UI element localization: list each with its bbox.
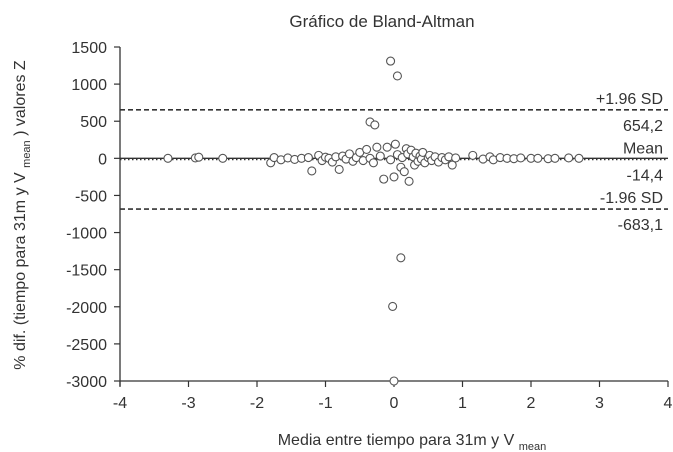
data-point [372, 142, 382, 152]
y-tick-label: 1500 [71, 40, 107, 57]
x-tick-label: 0 [390, 395, 399, 412]
data-point [389, 376, 399, 386]
data-point [404, 176, 414, 186]
data-point [344, 149, 355, 159]
y-tick-label: -3000 [66, 374, 107, 391]
data-point [382, 142, 392, 152]
data-point [163, 153, 173, 163]
x-tick-label: 4 [664, 395, 673, 412]
lower-line-value: -683,1 [618, 217, 663, 234]
data-point [399, 167, 409, 177]
y-tick-label: -1000 [66, 226, 107, 243]
mean-line-value: -14,4 [627, 167, 664, 184]
data-point [334, 164, 344, 175]
data-points [163, 56, 584, 386]
data-point [396, 253, 406, 263]
data-point [533, 153, 543, 163]
data-point [390, 139, 400, 149]
chart-title: Gráfico de Bland-Altman [289, 12, 474, 31]
x-tick-label: -4 [113, 395, 127, 412]
y-tick-label: -500 [75, 188, 107, 205]
x-axis-label-main: Media entre tiempo para 31m y V [278, 432, 515, 449]
data-point [451, 153, 461, 163]
data-point [307, 166, 317, 176]
x-axis-label: Media entre tiempo para 31m y V mean [278, 432, 547, 452]
y-axis-label-subscript: mean [21, 140, 33, 168]
data-point [362, 144, 372, 154]
data-point [368, 158, 379, 168]
data-point [375, 151, 385, 161]
data-point [370, 120, 380, 130]
data-point [379, 174, 389, 184]
y-axis-label: % dif. (tiempo para 31m y V mean ) valor… [12, 60, 34, 370]
data-point [388, 301, 398, 311]
x-tick-label: 2 [527, 395, 536, 412]
x-tick-label: -3 [181, 395, 195, 412]
data-point [392, 71, 402, 81]
y-tick-label: 500 [80, 114, 107, 131]
x-tick-label: 1 [458, 395, 467, 412]
axes [119, 47, 668, 386]
lower-line-label: -1.96 SD [600, 190, 663, 207]
x-axis-label-subscript: mean [519, 441, 547, 452]
tick-marks-and-labels: -4 -3 -2 -1 0 1 2 3 4 1500 1000 500 0 -500 -1000 -1500 -… [66, 40, 672, 412]
data-point [468, 150, 478, 160]
y-tick-label: -2500 [66, 337, 107, 354]
data-point [574, 153, 584, 163]
x-tick-label: -2 [250, 395, 264, 412]
y-tick-label: -2000 [66, 300, 107, 317]
data-point [550, 153, 560, 163]
y-tick-label: 1000 [71, 77, 107, 94]
data-point [303, 153, 313, 163]
data-point [386, 56, 396, 66]
data-point [389, 172, 399, 182]
data-point [218, 153, 228, 163]
y-tick-label: -1500 [66, 263, 107, 280]
y-axis-label-post: ) valores Z [12, 60, 29, 136]
data-point [516, 153, 526, 163]
upper-line-value: 654,2 [623, 118, 663, 135]
y-axis-label-pre: % dif. (tiempo para 31m y V [12, 172, 29, 370]
x-tick-label: -1 [318, 395, 332, 412]
y-tick-label: 0 [98, 151, 107, 168]
data-point [447, 160, 457, 170]
upper-line-label: +1.96 SD [596, 91, 663, 108]
mean-line-label: Mean [623, 140, 663, 157]
data-point [386, 155, 396, 165]
data-point [194, 152, 204, 162]
data-point [564, 153, 574, 163]
x-tick-label: 3 [595, 395, 604, 412]
